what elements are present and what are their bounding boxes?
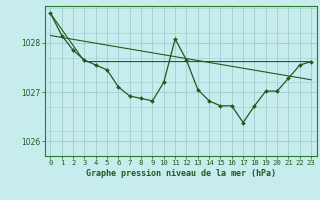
- X-axis label: Graphe pression niveau de la mer (hPa): Graphe pression niveau de la mer (hPa): [86, 169, 276, 178]
